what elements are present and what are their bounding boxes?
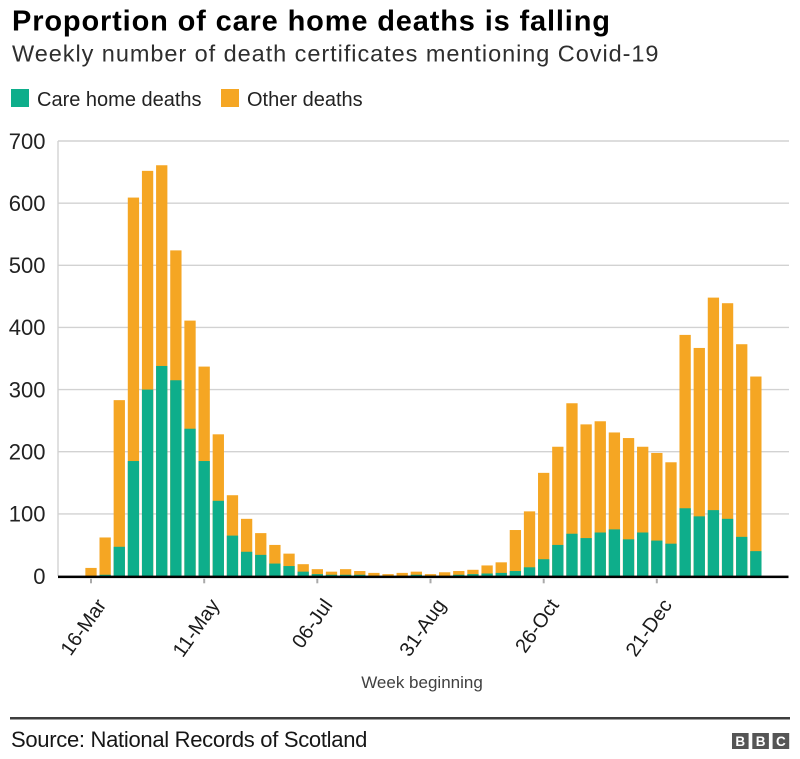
svg-text:300: 300 — [9, 377, 46, 402]
svg-text:100: 100 — [9, 502, 46, 527]
svg-text:Care home deaths: Care home deaths — [37, 89, 202, 111]
svg-text:Week beginning: Week beginning — [361, 673, 483, 692]
svg-text:Source: National Records of Sc: Source: National Records of Scotland — [11, 727, 367, 752]
svg-text:B: B — [735, 734, 745, 749]
svg-text:B: B — [756, 734, 766, 749]
svg-text:Other deaths: Other deaths — [247, 89, 363, 111]
svg-text:0: 0 — [33, 564, 45, 589]
svg-text:600: 600 — [9, 191, 46, 216]
svg-text:Weekly number of death certifi: Weekly number of death certificates ment… — [12, 41, 659, 67]
svg-text:500: 500 — [9, 253, 46, 278]
svg-text:C: C — [776, 734, 786, 749]
svg-text:200: 200 — [9, 440, 46, 465]
svg-text:Proportion of care home deaths: Proportion of care home deaths is fallin… — [12, 6, 611, 38]
svg-text:700: 700 — [9, 129, 46, 154]
svg-text:400: 400 — [9, 315, 46, 340]
